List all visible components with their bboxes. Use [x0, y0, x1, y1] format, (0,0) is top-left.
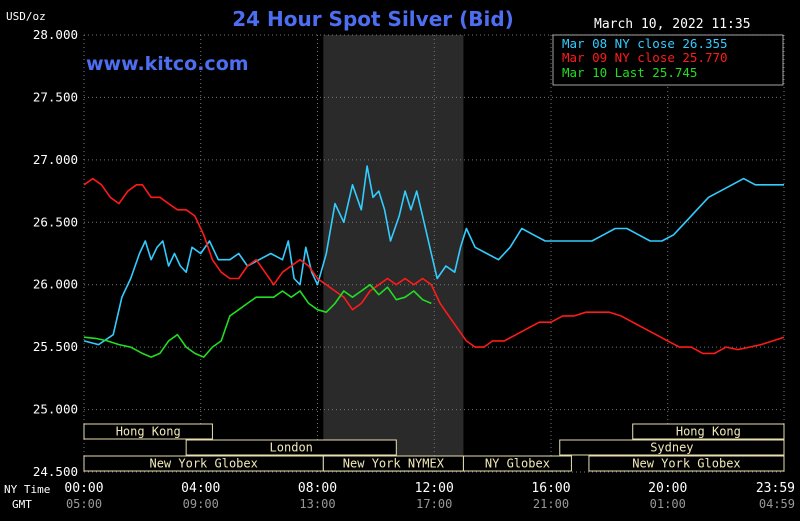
session-label: London [270, 441, 313, 455]
legend-entry-mar08: Mar 08 NY close 26.355 [562, 36, 728, 51]
x-tick-label-ny: 16:00 [531, 481, 570, 496]
series-line-mar-09 [83, 177, 785, 355]
y-tick-label: 24.500 [33, 464, 78, 479]
x-tick-label-ny: 08:00 [298, 481, 337, 496]
x-tick-label-gmt: 09:00 [183, 497, 219, 511]
legend-entry-mar10: Mar 10 Last 25.745 [562, 65, 697, 80]
y-tick-label: 25.500 [33, 339, 78, 354]
y-tick-label: 27.500 [33, 89, 78, 104]
legend: Mar 08 NY close 26.355 Mar 09 NY close 2… [552, 34, 784, 86]
price-series [83, 165, 785, 358]
y-tick-label: 26.000 [33, 277, 78, 292]
nymex-session-shade [323, 35, 464, 472]
market-sessions: Hong Kong Hong Kong London Sydney New York G… [83, 423, 785, 472]
session-bar [462, 455, 572, 472]
y-tick-label: 27.000 [33, 152, 78, 167]
session-bar [559, 439, 785, 456]
grid-lines [83, 34, 785, 473]
x-tick-label-gmt: 17:00 [416, 497, 452, 511]
session-label: New York Globex [149, 457, 257, 471]
session-bar [588, 455, 785, 472]
session-label: Hong Kong [676, 425, 741, 439]
ny-time-row-label: NY Time [4, 483, 50, 496]
chart-title: 24 Hour Spot Silver (Bid) [232, 7, 514, 31]
x-tick-label-gmt: 21:00 [533, 497, 569, 511]
y-axis-tick-labels: 28.000 27.500 27.000 26.500 26.000 25.500 25.0… [33, 27, 78, 479]
timestamp: March 10, 2022 11:35 [594, 17, 751, 32]
x-tick-label-ny: 20:00 [648, 481, 687, 496]
gmt-row-label: GMT [12, 498, 32, 511]
session-label: NY Globex [485, 457, 550, 471]
session-label: New York Globex [632, 457, 740, 471]
session-bar [632, 423, 785, 440]
x-tick-label-gmt: 01:00 [650, 497, 686, 511]
x-tick-label-ny: 00:00 [64, 481, 103, 496]
watermark: www.kitco.com [86, 53, 249, 75]
y-tick-label: 26.500 [33, 214, 78, 229]
x-tick-label-ny: 04:00 [181, 481, 220, 496]
session-label: Sydney [650, 441, 693, 455]
series-line-mar-10 [83, 283, 432, 358]
y-tick-label: 28.000 [33, 27, 78, 42]
x-tick-label-ny: 12:00 [415, 481, 454, 496]
unit-label: USD/oz [6, 10, 46, 23]
x-tick-label-gmt: 05:00 [66, 497, 102, 511]
session-bar [83, 423, 213, 440]
session-label: New York NYMEX [343, 457, 445, 471]
x-tick-label-gmt: 13:00 [299, 497, 335, 511]
x-tick-label-ny: 23:59 [756, 481, 795, 496]
session-label: Hong Kong [116, 425, 181, 439]
x-tick-label-gmt: 04:59 [759, 497, 795, 511]
legend-entry-mar09: Mar 09 NY close 25.770 [562, 50, 728, 65]
series-line-mar-08 [83, 165, 784, 346]
session-bar [185, 439, 397, 456]
legend-box [552, 34, 784, 86]
y-tick-label: 25.000 [33, 402, 78, 417]
